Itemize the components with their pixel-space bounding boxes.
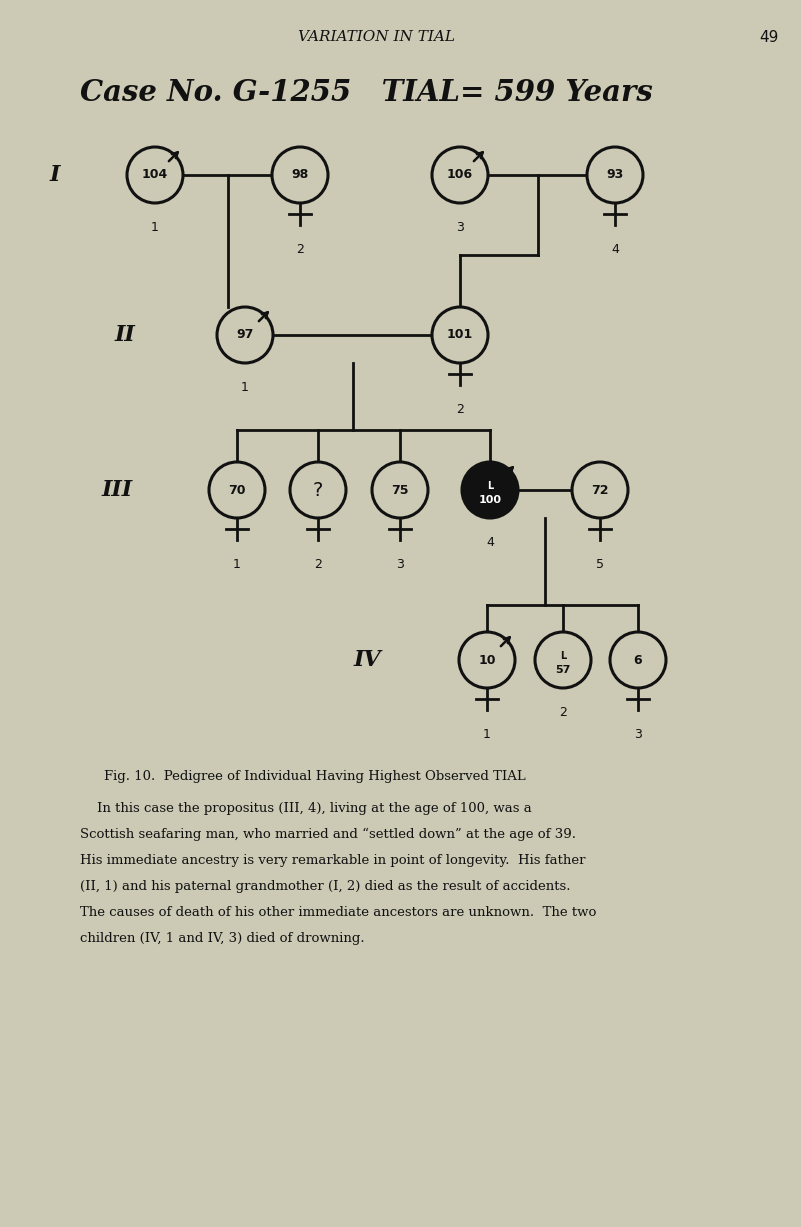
Text: His immediate ancestry is very remarkable in point of longevity.  His father: His immediate ancestry is very remarkabl… — [80, 854, 586, 867]
Circle shape — [572, 463, 628, 518]
Circle shape — [459, 632, 515, 688]
Circle shape — [610, 632, 666, 688]
Text: 97: 97 — [236, 329, 254, 341]
Circle shape — [535, 632, 591, 688]
Text: 3: 3 — [634, 728, 642, 741]
Circle shape — [290, 463, 346, 518]
Text: 3: 3 — [396, 558, 404, 571]
Text: Scottish seafaring man, who married and “settled down” at the age of 39.: Scottish seafaring man, who married and … — [80, 828, 576, 842]
Text: ?: ? — [313, 481, 323, 499]
Circle shape — [372, 463, 428, 518]
Text: 100: 100 — [478, 494, 501, 506]
Text: 10: 10 — [478, 654, 496, 666]
Text: children (IV, 1 and IV, 3) died of drowning.: children (IV, 1 and IV, 3) died of drown… — [80, 933, 364, 945]
Circle shape — [272, 147, 328, 202]
Text: 57: 57 — [555, 665, 570, 675]
Text: In this case the propositus (III, 4), living at the age of 100, was a: In this case the propositus (III, 4), li… — [80, 802, 532, 815]
Text: 49: 49 — [759, 29, 779, 45]
Circle shape — [432, 307, 488, 363]
Text: VARIATION IN TIAL: VARIATION IN TIAL — [298, 29, 455, 44]
Text: 1: 1 — [151, 221, 159, 234]
Circle shape — [462, 463, 518, 518]
Circle shape — [209, 463, 265, 518]
Text: 70: 70 — [228, 483, 246, 497]
Text: IV: IV — [353, 649, 380, 671]
Text: 1: 1 — [241, 382, 249, 394]
Text: I: I — [50, 164, 60, 187]
Text: 5: 5 — [596, 558, 604, 571]
Text: 101: 101 — [447, 329, 473, 341]
Text: 1: 1 — [233, 558, 241, 571]
Text: II: II — [115, 324, 135, 346]
Text: 4: 4 — [611, 243, 619, 256]
Circle shape — [587, 147, 643, 202]
Text: 2: 2 — [456, 402, 464, 416]
Text: 3: 3 — [456, 221, 464, 234]
Text: 6: 6 — [634, 654, 642, 666]
Text: 1: 1 — [483, 728, 491, 741]
Text: III: III — [102, 479, 132, 501]
Text: 104: 104 — [142, 168, 168, 182]
Text: 106: 106 — [447, 168, 473, 182]
Text: 2: 2 — [559, 706, 567, 719]
Text: 75: 75 — [391, 483, 409, 497]
Text: Fig. 10.  Pedigree of Individual Having Highest Observed TIAL: Fig. 10. Pedigree of Individual Having H… — [104, 771, 526, 783]
Text: 4: 4 — [486, 536, 494, 548]
Text: 2: 2 — [314, 558, 322, 571]
Circle shape — [217, 307, 273, 363]
Text: L: L — [560, 652, 566, 661]
Text: The causes of death of his other immediate ancestors are unknown.  The two: The causes of death of his other immedia… — [80, 906, 597, 919]
Circle shape — [432, 147, 488, 202]
Text: 98: 98 — [292, 168, 308, 182]
Circle shape — [127, 147, 183, 202]
Text: L: L — [487, 481, 493, 491]
Text: 93: 93 — [606, 168, 624, 182]
Text: Case No. G-1255   TIAL= 599 Years: Case No. G-1255 TIAL= 599 Years — [80, 79, 653, 107]
Text: 2: 2 — [296, 243, 304, 256]
Text: (II, 1) and his paternal grandmother (I, 2) died as the result of accidents.: (II, 1) and his paternal grandmother (I,… — [80, 880, 570, 893]
Text: 72: 72 — [591, 483, 609, 497]
